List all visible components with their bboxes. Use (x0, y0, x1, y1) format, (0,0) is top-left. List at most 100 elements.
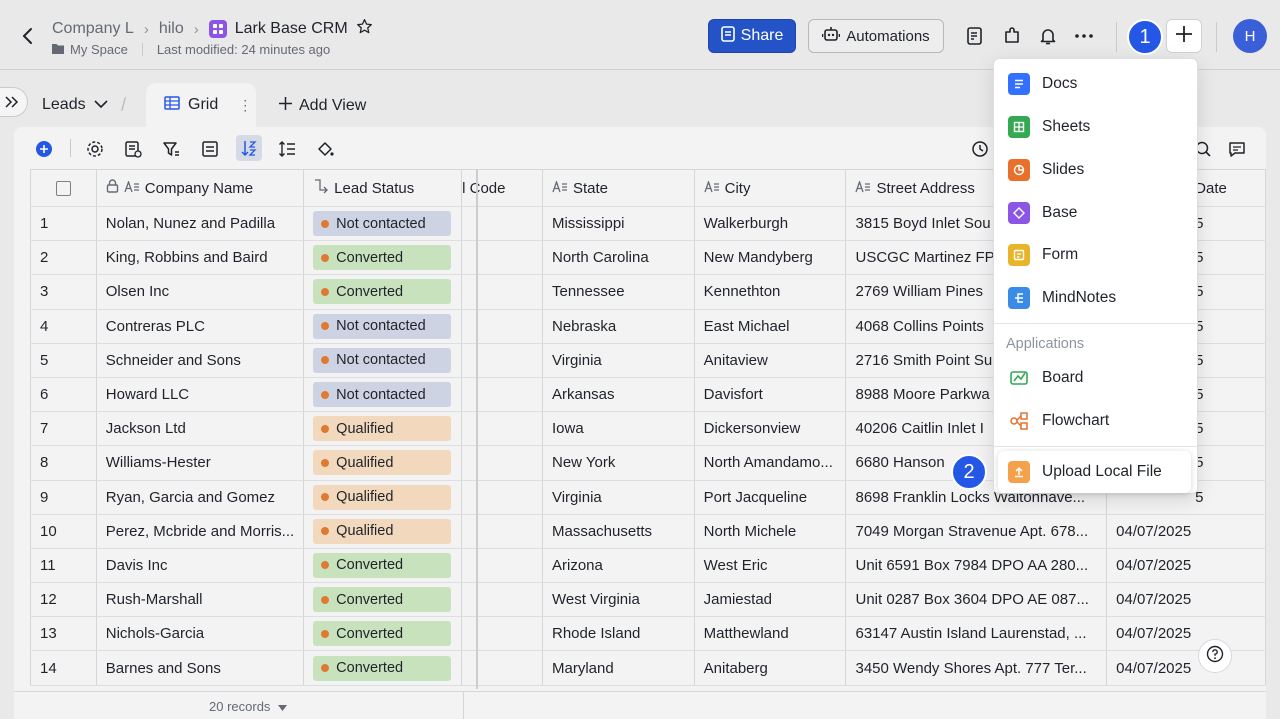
checkbox[interactable] (55, 181, 71, 197)
city-cell[interactable]: Anitaview (694, 343, 847, 378)
street-address-cell[interactable]: 7049 Morgan Stravenue Apt. 678... (845, 514, 1108, 549)
company-name-cell[interactable]: Barnes and Sons (96, 650, 305, 686)
code-cell[interactable] (461, 650, 543, 686)
star-icon[interactable] (356, 18, 373, 40)
lead-status-cell[interactable]: Qualified (303, 480, 463, 515)
city-cell[interactable]: Davisfort (694, 377, 847, 413)
document-title[interactable]: Lark Base CRM (234, 20, 348, 37)
code-cell[interactable] (461, 445, 543, 481)
lead-status-cell[interactable]: Converted (303, 548, 463, 584)
state-cell[interactable]: Rhode Island (542, 616, 695, 652)
company-name-cell[interactable]: King, Robbins and Baird (96, 240, 305, 276)
select-all-checkbox[interactable] (30, 169, 97, 207)
state-cell[interactable]: Mississippi (542, 206, 695, 242)
street-address-cell[interactable]: 3450 Wendy Shores Apt. 777 Ter... (845, 650, 1108, 686)
state-cell[interactable]: Virginia (542, 480, 695, 515)
lead-status-cell[interactable]: Converted (303, 274, 463, 310)
table-row[interactable]: 10 Perez, Mcbride and Morris... Qualified M… (30, 514, 1266, 549)
table-row[interactable]: 13 Nichols-Garcia Converted Rhode Island Mat… (30, 616, 1266, 652)
lead-status-cell[interactable]: Qualified (303, 514, 463, 549)
row-number[interactable]: 14 (30, 650, 97, 686)
breadcrumb-item-workspace[interactable]: Company L (52, 20, 134, 37)
date-cell[interactable]: 04/07/2025 (1106, 650, 1266, 686)
city-cell[interactable]: West Eric (694, 548, 847, 584)
sort-icon[interactable] (236, 135, 262, 161)
city-cell[interactable]: Kennethton (694, 274, 847, 310)
code-cell[interactable] (461, 274, 543, 310)
breadcrumb-item-folder[interactable]: hilo (158, 20, 184, 37)
view-options-icon[interactable]: ⋮ (238, 96, 253, 113)
record-count[interactable]: 20 records (209, 699, 288, 714)
code-cell[interactable] (461, 616, 543, 652)
state-cell[interactable]: Arkansas (542, 377, 695, 413)
menu-item-sheets[interactable]: Sheets (994, 106, 1197, 148)
company-name-cell[interactable]: Olsen Inc (96, 274, 305, 310)
code-cell[interactable] (461, 240, 543, 276)
menu-item-flowchart[interactable]: Flowchart (994, 400, 1197, 442)
menu-item-base[interactable]: Base (994, 192, 1197, 234)
city-cell[interactable]: Matthewland (694, 616, 847, 652)
state-cell[interactable]: North Carolina (542, 240, 695, 276)
city-cell[interactable]: North Amandamo... (694, 445, 847, 481)
company-name-cell[interactable]: Nolan, Nunez and Padilla (96, 206, 305, 242)
date-cell[interactable]: 04/07/2025 (1106, 582, 1266, 618)
date-cell[interactable]: 04/07/2025 (1106, 514, 1266, 549)
lead-status-cell[interactable]: Qualified (303, 411, 463, 447)
lead-status-cell[interactable]: Not contacted (303, 377, 463, 413)
row-number[interactable]: 9 (30, 480, 97, 515)
date-cell[interactable]: 04/07/2025 (1106, 616, 1266, 652)
settings-icon[interactable] (84, 138, 106, 160)
lead-status-cell[interactable]: Qualified (303, 445, 463, 481)
code-cell[interactable] (461, 480, 543, 515)
street-address-cell[interactable]: 63147 Austin Island Laurenstad, ... (845, 616, 1108, 652)
company-name-cell[interactable]: Nichols-Garcia (96, 616, 305, 652)
menu-item-mindnotes[interactable]: MindNotes (994, 277, 1197, 319)
state-cell[interactable]: Maryland (542, 650, 695, 686)
location-label[interactable]: My Space (70, 42, 128, 57)
lead-status-cell[interactable]: Converted (303, 650, 463, 686)
street-address-cell[interactable]: Unit 6591 Box 7984 DPO AA 280... (845, 548, 1108, 584)
back-arrow-icon[interactable] (18, 26, 38, 46)
add-view-button[interactable]: Add View (278, 96, 366, 116)
row-number[interactable]: 5 (30, 343, 97, 378)
date-cell[interactable]: 04/07/2025 (1106, 548, 1266, 584)
field-config-icon[interactable] (122, 138, 144, 160)
city-cell[interactable]: Anitaberg (694, 650, 847, 686)
company-name-cell[interactable]: Rush-Marshall (96, 582, 305, 618)
state-cell[interactable]: Arizona (542, 548, 695, 584)
lead-status-cell[interactable]: Not contacted (303, 309, 463, 344)
city-cell[interactable]: Dickersonview (694, 411, 847, 447)
table-row[interactable]: 4 Contreras PLC Not contacted Nebraska East … (30, 309, 1266, 344)
state-cell[interactable]: West Virginia (542, 582, 695, 618)
column-header-city[interactable]: City (694, 169, 847, 207)
menu-item-form[interactable]: Form (994, 234, 1197, 276)
row-number[interactable]: 3 (30, 274, 97, 310)
add-record-icon[interactable] (33, 138, 55, 160)
state-cell[interactable]: Massachusetts (542, 514, 695, 549)
state-cell[interactable]: New York (542, 445, 695, 481)
lead-status-cell[interactable]: Not contacted (303, 343, 463, 378)
tab-grid-view[interactable]: Grid ⋮ (146, 83, 256, 127)
menu-item-docs[interactable]: Docs (994, 63, 1197, 105)
row-number[interactable]: 8 (30, 445, 97, 481)
company-name-cell[interactable]: Contreras PLC (96, 309, 305, 344)
code-cell[interactable] (461, 548, 543, 584)
city-cell[interactable]: New Mandyberg (694, 240, 847, 276)
code-cell[interactable] (461, 309, 543, 344)
group-icon[interactable] (199, 138, 221, 160)
city-cell[interactable]: Walkerburgh (694, 206, 847, 242)
company-name-cell[interactable]: Ryan, Garcia and Gomez (96, 480, 305, 515)
lead-status-cell[interactable]: Converted (303, 616, 463, 652)
company-name-cell[interactable]: Jackson Ltd (96, 411, 305, 447)
city-cell[interactable]: North Michele (694, 514, 847, 549)
share-button[interactable]: Share (708, 19, 796, 53)
row-number[interactable]: 13 (30, 616, 97, 652)
more-icon[interactable] (1073, 25, 1095, 47)
city-cell[interactable]: Jamiestad (694, 582, 847, 618)
row-number[interactable]: 7 (30, 411, 97, 447)
row-number[interactable]: 12 (30, 582, 97, 618)
city-cell[interactable]: Port Jacqueline (694, 480, 847, 515)
code-cell[interactable] (461, 343, 543, 378)
menu-item-slides[interactable]: Slides (994, 149, 1197, 191)
comment-icon[interactable] (1226, 138, 1248, 160)
